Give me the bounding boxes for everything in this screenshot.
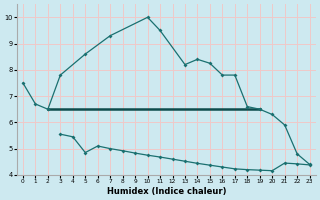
X-axis label: Humidex (Indice chaleur): Humidex (Indice chaleur) <box>107 187 226 196</box>
